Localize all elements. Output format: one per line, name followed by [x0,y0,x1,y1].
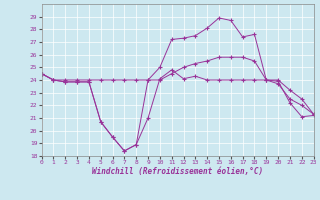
X-axis label: Windchill (Refroidissement éolien,°C): Windchill (Refroidissement éolien,°C) [92,167,263,176]
